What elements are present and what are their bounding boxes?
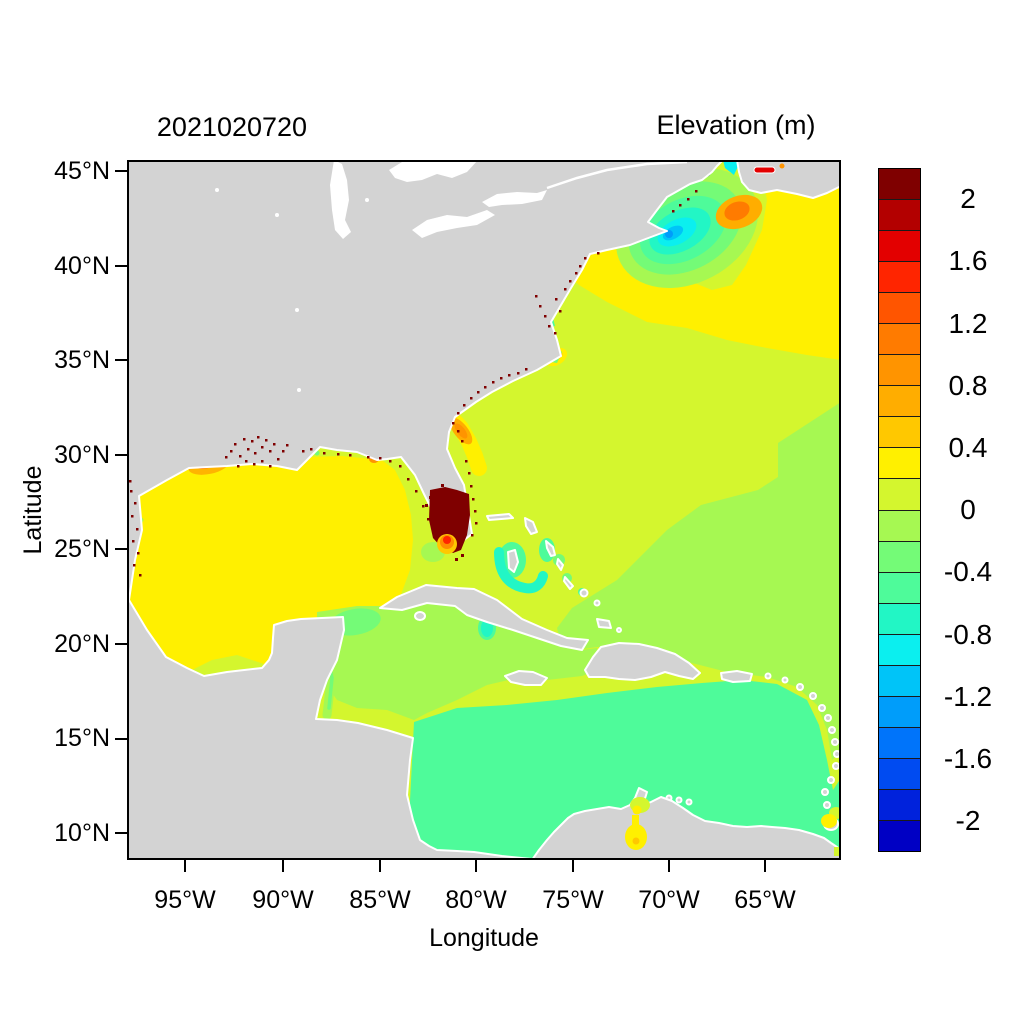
colorbar-segment	[879, 509, 920, 541]
bahamas-islands	[486, 513, 622, 633]
x-tick	[668, 860, 670, 872]
colorbar-segment	[879, 416, 920, 448]
estuary-high-elevation-speckles	[129, 190, 698, 577]
x-tick	[764, 860, 766, 872]
colorbar-label: 1.2	[948, 308, 988, 339]
y-tick	[115, 832, 127, 834]
georgia-coast-orange-core	[454, 423, 468, 439]
colorbar-label: -0.8	[943, 619, 993, 650]
y-tick-label: 40°N	[54, 252, 110, 280]
y-tick	[115, 170, 127, 172]
colorbar-segment	[879, 478, 920, 510]
y-tick	[115, 643, 127, 645]
map-canvas	[126, 159, 843, 861]
puerto-rico-land	[720, 670, 753, 683]
colorbar-segment	[879, 757, 920, 789]
x-tick-label: 85°W	[349, 886, 411, 914]
lake-huron	[389, 160, 478, 182]
x-axis-title: Longitude	[429, 924, 539, 952]
lake-ontario	[482, 190, 547, 207]
y-tick	[115, 454, 127, 456]
x-tick-label: 95°W	[154, 886, 216, 914]
x-tick	[282, 860, 284, 872]
x-tick-label: 80°W	[445, 886, 507, 914]
x-tick-label: 65°W	[734, 886, 796, 914]
colorbar-segment	[879, 695, 920, 727]
cuba-land	[379, 584, 589, 651]
x-tick	[379, 860, 381, 872]
venezuela-trinidad-patches	[625, 797, 843, 856]
colorbar-segment	[879, 571, 920, 603]
y-tick-label: 45°N	[54, 157, 110, 185]
colorbar-label: -0.4	[943, 556, 993, 587]
x-tick-label: 75°W	[542, 886, 604, 914]
map-plot-area	[126, 159, 843, 861]
colorbar-segment	[879, 385, 920, 417]
colorbar-label: 2	[960, 183, 976, 214]
y-tick	[115, 738, 127, 740]
timestamp-title: 2021020720	[156, 112, 308, 142]
colorbar-label: 1.6	[948, 245, 988, 276]
south-america-land	[531, 787, 842, 861]
colorbar-segment	[879, 354, 920, 386]
colorbar-segments	[878, 168, 921, 852]
lake-michigan	[330, 160, 351, 239]
colorbar-segment	[879, 323, 920, 355]
colorbar-segment	[879, 540, 920, 572]
y-tick-label: 35°N	[54, 346, 110, 374]
st-lawrence-red-streak	[753, 166, 776, 174]
colorbar-segment	[879, 230, 920, 262]
colorbar-segment	[879, 726, 920, 758]
lake-erie	[412, 210, 495, 238]
colorbar-label: 0	[960, 494, 976, 525]
north-america-land	[126, 159, 724, 861]
colorbar-label: 0.4	[948, 432, 988, 463]
colorbar-label: -1.2	[943, 681, 993, 712]
colorbar-title: Elevation (m)	[656, 110, 816, 140]
colorbar-label: 0.8	[948, 370, 988, 401]
colorbar-segment	[879, 447, 920, 479]
jamaica-land	[504, 670, 548, 686]
colorbar-label: -1.6	[943, 743, 993, 774]
st-lawrence-river	[546, 160, 688, 190]
x-tick-label: 70°W	[638, 886, 700, 914]
great-lakes	[215, 160, 688, 392]
colorbar-label: -2	[955, 805, 981, 836]
fundy-cyan-wedge	[723, 160, 741, 175]
colorbar-segment	[879, 292, 920, 324]
north-atlantic-yellow	[560, 170, 841, 360]
plot-frame	[127, 160, 841, 860]
colorbar-segment	[879, 664, 920, 696]
atlantic-lightgreen-region	[557, 402, 841, 760]
colorbar-segment	[879, 788, 920, 820]
colorbar-segment	[879, 602, 920, 634]
colorbar-segment	[879, 633, 920, 665]
x-tick	[572, 860, 574, 872]
isla-juventud	[414, 611, 426, 621]
colorbar-segment	[879, 261, 920, 293]
y-tick	[115, 359, 127, 361]
y-tick-label: 30°N	[54, 441, 110, 469]
y-tick	[115, 548, 127, 550]
south-florida-darkred-blob	[421, 484, 470, 562]
y-tick-label: 15°N	[54, 724, 110, 752]
colorbar-segment	[879, 169, 920, 200]
se-caribbean-springgreen	[407, 680, 841, 860]
x-tick	[475, 860, 477, 872]
y-tick-label: 20°N	[54, 630, 110, 658]
x-tick-label: 90°W	[252, 886, 314, 914]
x-tick	[184, 860, 186, 872]
hispaniola-land	[584, 642, 701, 681]
y-axis-title: Latitude	[19, 465, 47, 555]
y-tick-label: 10°N	[54, 819, 110, 847]
colorbar-segment	[879, 819, 920, 852]
y-tick-label: 25°N	[54, 535, 110, 563]
colorbar-segment	[879, 199, 920, 231]
y-tick	[115, 265, 127, 267]
scotian-shelf-orange-blob	[715, 194, 763, 230]
ns-orange-speck	[779, 163, 785, 169]
